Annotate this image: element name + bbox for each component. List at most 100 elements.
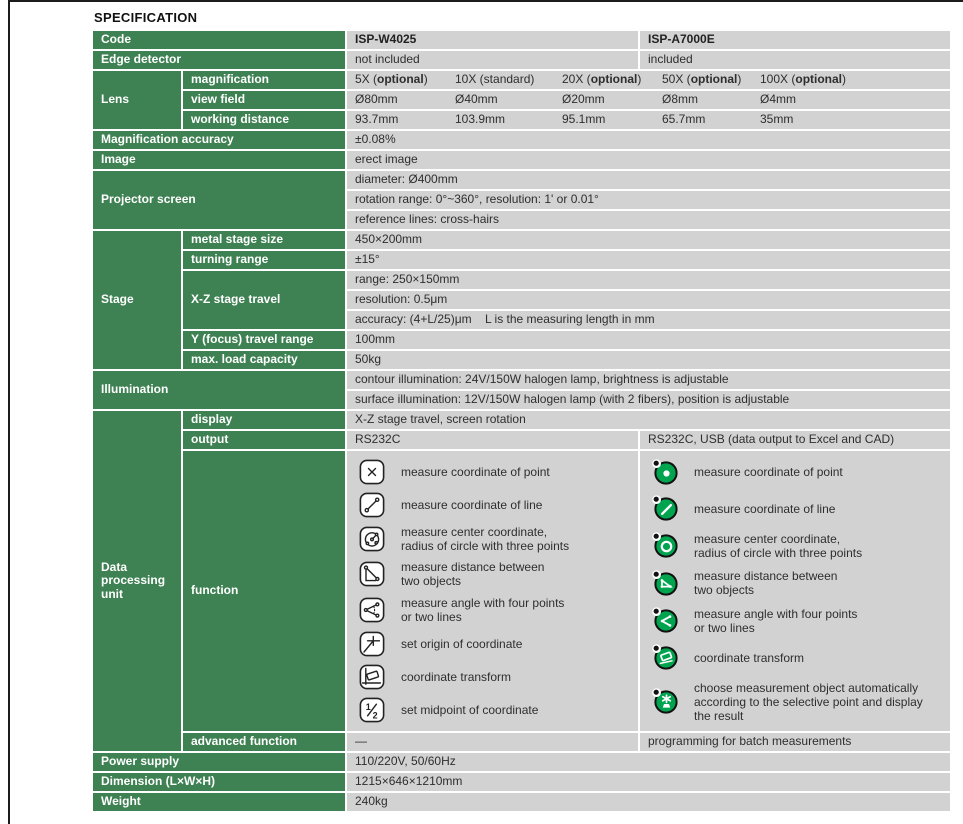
working-distance-5x: 93.7mm [355, 112, 399, 127]
function-item-label: measure angle with four points or two li… [694, 606, 858, 635]
lens-view-field-values: Ø80mm Ø40mm Ø20mm Ø8mm Ø4mm [347, 91, 950, 109]
line-box-icon [359, 492, 389, 518]
transform-box-icon [359, 664, 389, 690]
view-field-10x: Ø40mm [455, 92, 498, 107]
dpu-output-value-w: RS232C [347, 431, 638, 449]
view-field-20x: Ø20mm [562, 92, 605, 107]
function-item: measure coordinate of line [359, 492, 634, 518]
dpu-advanced-value-w: — [347, 733, 638, 751]
function-item-label: measure coordinate of point [401, 464, 550, 479]
view-field-50x: Ø8mm [662, 92, 698, 107]
spec-sheet: SPECIFICATION Code ISP-W4025 ISP-A7000E … [93, 10, 953, 811]
row-edge-detector-label: Edge detector [93, 51, 345, 69]
row-weight-label: Weight [93, 793, 345, 811]
weight-value: 240kg [347, 793, 950, 811]
page-frame-top [8, 0, 963, 2]
code-value-w4025: ISP-W4025 [347, 31, 638, 49]
svg-text:2: 2 [373, 711, 378, 721]
dpu-output-value-a: RS232C, USB (data output to Excel and CA… [640, 431, 950, 449]
specification-table: Code ISP-W4025 ISP-A7000E Edge detector … [93, 31, 950, 811]
illumination-surface: surface illumination: 12V/150W halogen l… [347, 391, 950, 409]
transform-ball-icon [652, 644, 682, 671]
stage-metal-size-value: 450×200mm [347, 231, 950, 249]
projector-screen-diameter: diameter: Ø400mm [347, 171, 950, 189]
view-field-100x: Ø4mm [760, 92, 796, 107]
function-item-label: measure distance between two objects [694, 569, 838, 598]
dpu-display-label: display [183, 411, 345, 429]
function-item: measure angle with four points or two li… [359, 596, 634, 624]
circle-box-icon [359, 526, 389, 552]
point-ball-icon [652, 459, 682, 486]
working-distance-20x: 95.1mm [562, 112, 606, 127]
magnification-100x: 100X (optional) [760, 72, 847, 87]
stage-xz-travel-label: X-Z stage travel [183, 271, 345, 329]
stage-max-load-label: max. load capacity [183, 351, 345, 369]
line-ball-icon [652, 495, 682, 522]
function-item: measure coordinate of point [652, 459, 946, 486]
function-item: 1 2 set midpoint of coordinate [359, 697, 634, 723]
function-item-label: measure coordinate of line [401, 497, 543, 512]
stage-xz-resolution: resolution: 0.5μm [347, 291, 950, 309]
function-item: measure center coordinate, radius of cir… [359, 525, 634, 553]
stage-y-travel-value: 100mm [347, 331, 950, 349]
function-item: coordinate transform [652, 644, 946, 671]
dpu-display-value: X-Z stage travel, screen rotation [347, 411, 950, 429]
working-distance-10x: 103.9mm [455, 112, 506, 127]
svg-text:1: 1 [366, 702, 371, 712]
magnification-5x: 5X (optional) [355, 72, 428, 87]
projector-screen-reference-lines: reference lines: cross-hairs [347, 211, 950, 229]
lens-magnification-label: magnification [183, 71, 345, 89]
function-item: set origin of coordinate [359, 631, 634, 657]
dimension-value: 1215×646×1210mm [347, 773, 950, 791]
function-item-label: measure center coordinate, radius of cir… [694, 531, 863, 560]
lens-working-distance-values: 93.7mm 103.9mm 95.1mm 65.7mm 35mm [347, 111, 950, 129]
row-power-supply-label: Power supply [93, 753, 345, 771]
magnification-20x: 20X (optional) [562, 72, 642, 87]
function-item: measure coordinate of line [652, 495, 946, 522]
function-item: measure angle with four points or two li… [652, 607, 946, 635]
angle-box-icon [359, 597, 389, 623]
function-item-label: set origin of coordinate [401, 636, 523, 651]
stage-max-load-value: 50kg [347, 351, 950, 369]
dpu-function-label: function [183, 451, 345, 731]
stage-xz-accuracy: accuracy: (4+L/25)μm L is the measuring … [347, 311, 950, 329]
image-value: erect image [347, 151, 950, 169]
working-distance-100x: 35mm [760, 112, 794, 127]
row-projector-screen-label: Projector screen [93, 171, 345, 229]
function-item-label: measure distance between two objects [401, 560, 545, 589]
distance-box-icon [359, 561, 389, 587]
function-item-label: measure coordinate of line [694, 501, 836, 516]
function-item: choose measurement object automatically … [652, 681, 946, 723]
dpu-function-list-w: measure coordinate of point measure coord… [347, 451, 638, 731]
dpu-output-label: output [183, 431, 345, 449]
stage-turning-range-value: ±15° [347, 251, 950, 269]
stage-metal-size-label: metal stage size [183, 231, 345, 249]
lens-working-distance-label: working distance [183, 111, 345, 129]
magnification-10x: 10X (standard) [455, 72, 535, 87]
row-lens-label: Lens [93, 71, 181, 129]
stage-turning-range-label: turning range [183, 251, 345, 269]
row-stage-label: Stage [93, 231, 181, 369]
function-item: measure distance between two objects [652, 569, 946, 597]
view-field-5x: Ø80mm [355, 92, 398, 107]
row-magnification-accuracy-label: Magnification accuracy [93, 131, 345, 149]
circle-ball-icon [652, 532, 682, 559]
angle-ball-icon [652, 607, 682, 634]
row-code-label: Code [93, 31, 345, 49]
row-illumination-label: Illumination [93, 371, 345, 409]
function-item-label: coordinate transform [694, 650, 805, 665]
point-box-icon [359, 459, 389, 485]
function-item-label: coordinate transform [401, 669, 512, 684]
stage-y-travel-label: Y (focus) travel range [183, 331, 345, 349]
function-item: measure center coordinate, radius of cir… [652, 532, 946, 560]
working-distance-50x: 65.7mm [662, 112, 706, 127]
illumination-contour: contour illumination: 24V/150W halogen l… [347, 371, 950, 389]
projector-screen-rotation: rotation range: 0°~360°, resolution: 1' … [347, 191, 950, 209]
function-item-label: choose measurement object automatically … [694, 680, 923, 723]
function-item: measure distance between two objects [359, 560, 634, 588]
code-value-a7000e: ISP-A7000E [640, 31, 950, 49]
origin-box-icon [359, 631, 389, 657]
auto-measure-ball-icon [652, 688, 682, 715]
function-item-label: set midpoint of coordinate [401, 702, 539, 717]
